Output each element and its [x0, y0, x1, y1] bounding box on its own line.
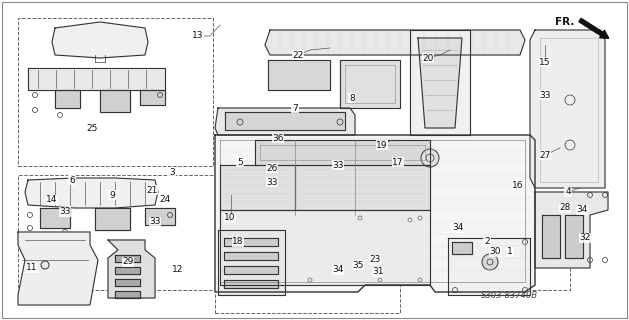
- Text: 8: 8: [349, 93, 355, 102]
- Polygon shape: [224, 252, 278, 260]
- Polygon shape: [40, 208, 70, 228]
- Polygon shape: [140, 90, 165, 105]
- Text: FR.: FR.: [555, 17, 574, 27]
- Text: 17: 17: [392, 157, 404, 166]
- Text: 20: 20: [422, 53, 433, 62]
- Text: 11: 11: [26, 263, 38, 273]
- Polygon shape: [145, 208, 175, 225]
- Bar: [455, 235, 570, 290]
- Text: 1: 1: [507, 247, 513, 257]
- Text: 5: 5: [237, 157, 243, 166]
- Polygon shape: [215, 135, 535, 292]
- Text: 26: 26: [266, 164, 277, 172]
- Polygon shape: [418, 38, 462, 128]
- Polygon shape: [218, 230, 285, 295]
- Text: 28: 28: [559, 204, 571, 212]
- Polygon shape: [268, 60, 330, 90]
- Polygon shape: [52, 22, 148, 58]
- Text: 2: 2: [484, 237, 490, 246]
- Polygon shape: [542, 215, 560, 258]
- Polygon shape: [115, 291, 140, 298]
- Text: 30: 30: [489, 247, 501, 257]
- Polygon shape: [224, 238, 278, 246]
- Text: 34: 34: [452, 223, 464, 233]
- Text: 22: 22: [292, 51, 304, 60]
- Bar: [18, 18, 213, 166]
- Text: 15: 15: [539, 58, 551, 67]
- Polygon shape: [530, 30, 605, 188]
- Polygon shape: [535, 192, 608, 268]
- Text: 31: 31: [372, 268, 384, 276]
- Text: 23: 23: [369, 255, 381, 265]
- Polygon shape: [108, 240, 155, 298]
- Text: 32: 32: [579, 234, 591, 243]
- Polygon shape: [115, 279, 140, 286]
- Polygon shape: [565, 215, 583, 258]
- Text: 33: 33: [332, 161, 344, 170]
- Circle shape: [482, 254, 498, 270]
- Text: 12: 12: [172, 266, 184, 275]
- Text: 9: 9: [109, 190, 115, 199]
- Text: 24: 24: [159, 196, 170, 204]
- Text: 27: 27: [539, 150, 550, 159]
- Polygon shape: [255, 140, 430, 165]
- Text: 14: 14: [47, 196, 58, 204]
- Text: 29: 29: [122, 258, 134, 267]
- Polygon shape: [452, 242, 472, 254]
- Text: 36: 36: [272, 133, 284, 142]
- Text: 33: 33: [149, 218, 161, 227]
- Polygon shape: [115, 267, 140, 274]
- Polygon shape: [448, 238, 530, 295]
- Polygon shape: [295, 165, 430, 210]
- Text: 21: 21: [147, 186, 158, 195]
- Polygon shape: [55, 90, 80, 108]
- Text: 3: 3: [169, 167, 175, 177]
- FancyArrow shape: [579, 18, 609, 38]
- Text: 34: 34: [576, 205, 587, 214]
- Polygon shape: [100, 90, 130, 112]
- Polygon shape: [115, 255, 140, 262]
- Text: 16: 16: [512, 180, 524, 189]
- Text: 10: 10: [225, 213, 236, 222]
- Polygon shape: [215, 108, 355, 135]
- Text: 25: 25: [86, 124, 97, 132]
- Polygon shape: [95, 208, 130, 230]
- Text: 4: 4: [565, 188, 571, 196]
- Text: 19: 19: [376, 140, 387, 149]
- Polygon shape: [224, 266, 278, 274]
- Polygon shape: [410, 30, 470, 135]
- Text: 7: 7: [292, 103, 298, 113]
- Polygon shape: [220, 210, 430, 285]
- Text: 18: 18: [232, 237, 244, 246]
- Polygon shape: [225, 112, 345, 130]
- Circle shape: [421, 149, 439, 167]
- Polygon shape: [25, 178, 158, 208]
- Polygon shape: [18, 232, 98, 305]
- Bar: [18, 175, 228, 290]
- Bar: [215, 218, 400, 313]
- Text: 34: 34: [332, 266, 343, 275]
- Text: 33: 33: [539, 91, 551, 100]
- Polygon shape: [224, 280, 278, 288]
- Text: 6: 6: [69, 175, 75, 185]
- Polygon shape: [28, 68, 165, 90]
- Text: 13: 13: [192, 30, 204, 39]
- Polygon shape: [340, 60, 400, 108]
- Text: 33: 33: [266, 178, 278, 187]
- Text: 35: 35: [352, 260, 364, 269]
- Text: 33: 33: [59, 207, 70, 217]
- Polygon shape: [220, 165, 295, 210]
- Polygon shape: [265, 30, 525, 55]
- Text: S303-83740B: S303-83740B: [481, 291, 538, 300]
